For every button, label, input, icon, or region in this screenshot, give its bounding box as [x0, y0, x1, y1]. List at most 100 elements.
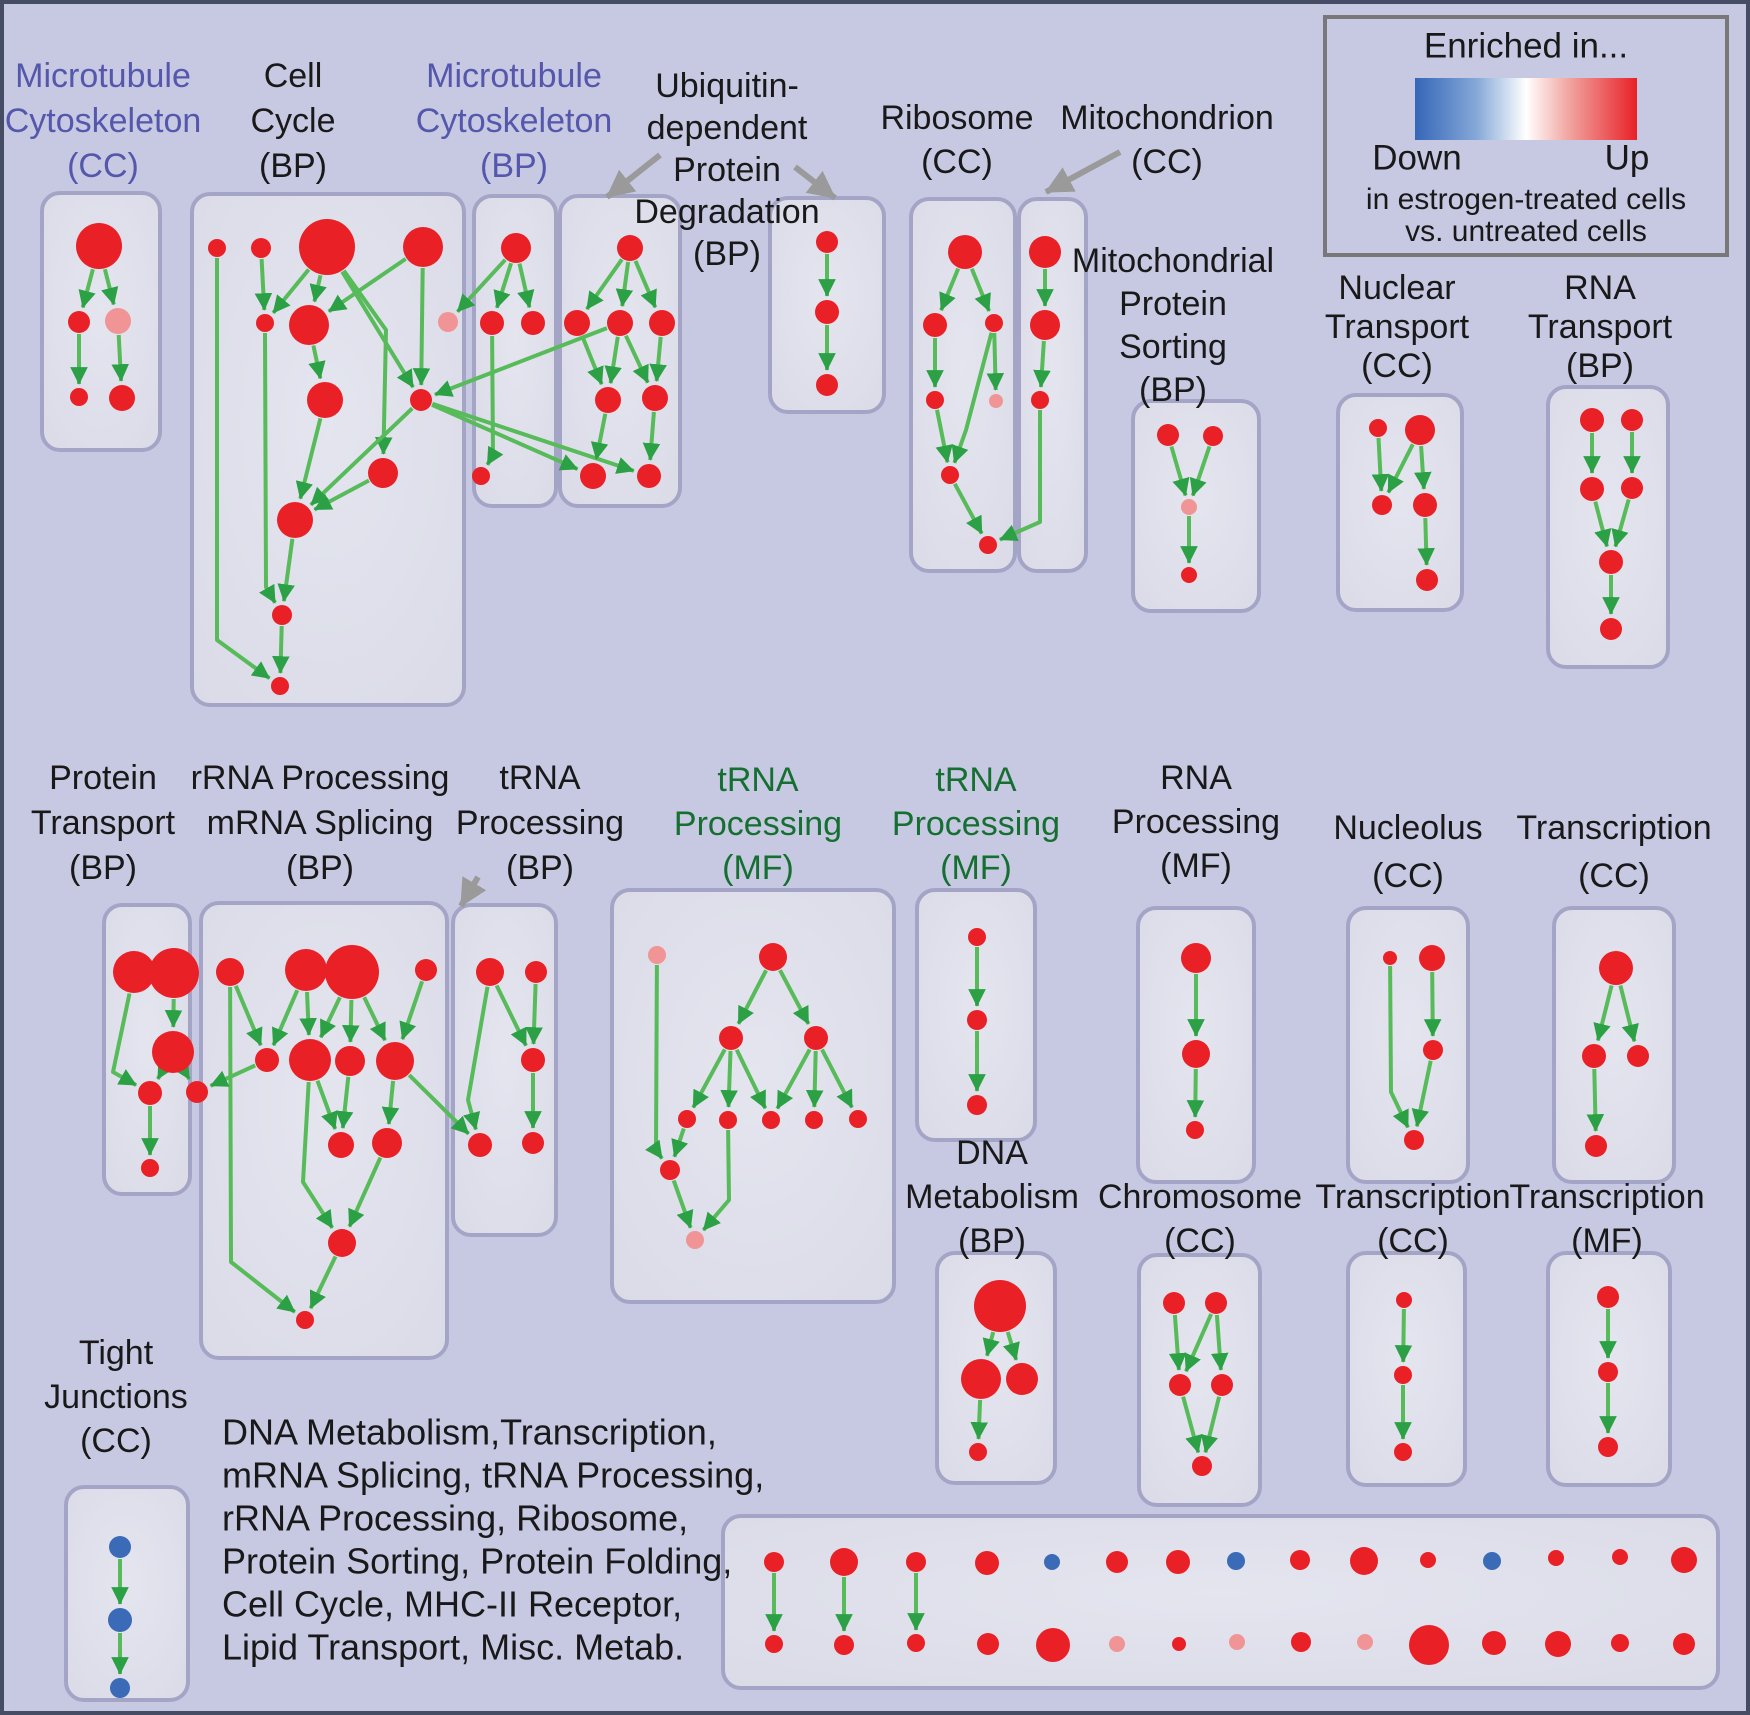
label-mitochondrion-label-line-2: (CC) [1131, 143, 1203, 181]
label-tj-label: Tight Junctions (CC) [44, 1334, 188, 1460]
edge-q2-q5 [271, 989, 300, 1047]
node-w12t [1483, 1552, 1501, 1570]
edge-r3-r6 [951, 332, 994, 464]
edge-o1-o2 [1394, 1308, 1413, 1363]
label-rrna-label-line-1: rRNA Processing [191, 759, 450, 797]
node-d3 [521, 311, 545, 335]
node-w7b [1172, 1637, 1186, 1651]
label-trna-mf2-label-line-2: Processing [892, 805, 1060, 843]
edge-q7-q9 [335, 1076, 354, 1129]
misc-categories-note-line-2: mRNA Splicing, tRNA Processing, [222, 1455, 764, 1496]
edge-t1-t3 [494, 984, 528, 1047]
edge-r3-r5 [986, 332, 1005, 391]
box-ribosome [909, 197, 1017, 573]
node-g8 [805, 1111, 823, 1129]
label-trna-bp-label: tRNA Processing (BP) [456, 759, 624, 887]
node-t1 [476, 958, 504, 986]
node-c1 [403, 227, 443, 267]
node-g1 [648, 946, 666, 964]
node-b11 [271, 677, 289, 695]
node-w2b [834, 1635, 854, 1655]
box-mitochondrion [1017, 197, 1088, 573]
label-ribosome-label: Ribosome (CC) [880, 99, 1033, 181]
annotation-arrow-2 [793, 164, 837, 201]
node-rt1 [1580, 408, 1604, 432]
node-w5b [1036, 1628, 1070, 1662]
label-ubiq-label: Ubiquitin-dependent Protein Degradation (BP… [634, 67, 819, 273]
box-rrna-mrna [199, 901, 449, 1360]
label-mt-bp-label-line-1: Microtubule [426, 57, 602, 95]
node-d4 [472, 467, 490, 485]
edge-p3-q11 [173, 1060, 192, 1081]
edge-p1-p4 [111, 993, 138, 1087]
node-w10b [1357, 1634, 1373, 1650]
edge-n2-n3 [1184, 1313, 1214, 1373]
node-rt5 [1599, 550, 1623, 574]
node-nt5 [1416, 569, 1438, 591]
label-rrna-label-line-3: (BP) [286, 849, 354, 887]
node-q7 [335, 1046, 365, 1076]
node-w1b [765, 1635, 783, 1653]
node-l2 [961, 1359, 1001, 1399]
edge-q8-q10 [381, 1080, 400, 1125]
node-d1 [501, 233, 531, 263]
node-s3 [1598, 1437, 1618, 1457]
node-q12 [328, 1229, 356, 1257]
edge-e6-e8 [642, 411, 661, 461]
node-t2 [525, 961, 547, 983]
node-j3 [1423, 1040, 1443, 1060]
edge-n1-n3 [1168, 1314, 1187, 1371]
edge-k2-k4 [1586, 1068, 1605, 1132]
node-l1 [974, 1280, 1026, 1332]
edge-nt2-nt3 [1386, 443, 1415, 494]
node-c2 [438, 312, 458, 332]
node-r4 [926, 391, 944, 409]
node-r3 [985, 314, 1003, 332]
label-rt-label-line-2: Transport [1528, 308, 1673, 346]
label-chromosome-label: Chromosome (CC) [1098, 1178, 1302, 1260]
node-e6 [642, 385, 668, 411]
legend-gradient-bar [1415, 78, 1637, 140]
node-rt2 [1621, 409, 1643, 431]
node-b9 [277, 502, 313, 538]
node-e3 [607, 310, 633, 336]
edge-a1-a2 [78, 268, 96, 309]
edge-b8-b9 [313, 478, 370, 512]
label-trna-bp-label-line-3: (BP) [506, 849, 574, 887]
node-k4 [1585, 1135, 1607, 1157]
node-rt3 [1580, 477, 1604, 501]
label-chromosome-label-line-1: Chromosome [1098, 1178, 1302, 1216]
label-trna-bp-label-line-1: tRNA [499, 759, 581, 797]
edge-l2-l4 [970, 1399, 988, 1440]
node-w7t [1166, 1550, 1190, 1574]
label-cell-cycle-label-line-2: Cycle [250, 102, 335, 140]
edge-d1-d3 [517, 263, 535, 309]
node-r2 [923, 313, 947, 337]
label-dna-label-line-1: DNA [956, 1134, 1028, 1172]
node-l3 [1006, 1363, 1038, 1395]
node-b3 [299, 219, 355, 275]
node-q4 [415, 959, 437, 981]
misc-categories-note-line-4: Protein Sorting, Protein Folding, [222, 1541, 732, 1582]
edge-a1-a3 [101, 268, 119, 306]
label-ubiq-label-line-2: dependent [647, 109, 808, 147]
label-cell-cycle-label: Cell Cycle (BP) [250, 57, 335, 185]
edge-b3-b5 [271, 268, 311, 315]
edge-e3-e6 [624, 334, 650, 384]
node-mp2 [1203, 426, 1223, 446]
node-g5 [678, 1110, 696, 1128]
label-dna-label-line-3: (BP) [958, 1222, 1026, 1260]
node-e4 [649, 310, 675, 336]
label-tcc-mid-label: Transcription (CC) [1516, 809, 1711, 895]
edge-r4-r6 [935, 409, 953, 464]
edge-q2-q6 [299, 991, 317, 1036]
edge-g3-g6 [720, 1050, 738, 1108]
edge-j3-j4 [1411, 1060, 1433, 1128]
label-nt-label-line-3: (CC) [1361, 347, 1433, 385]
edge-g2-g4 [778, 969, 811, 1025]
label-mitochondrion-label: Mitochondrion (CC) [1060, 99, 1274, 181]
label-rt-label: RNA Transport (BP) [1528, 269, 1673, 385]
